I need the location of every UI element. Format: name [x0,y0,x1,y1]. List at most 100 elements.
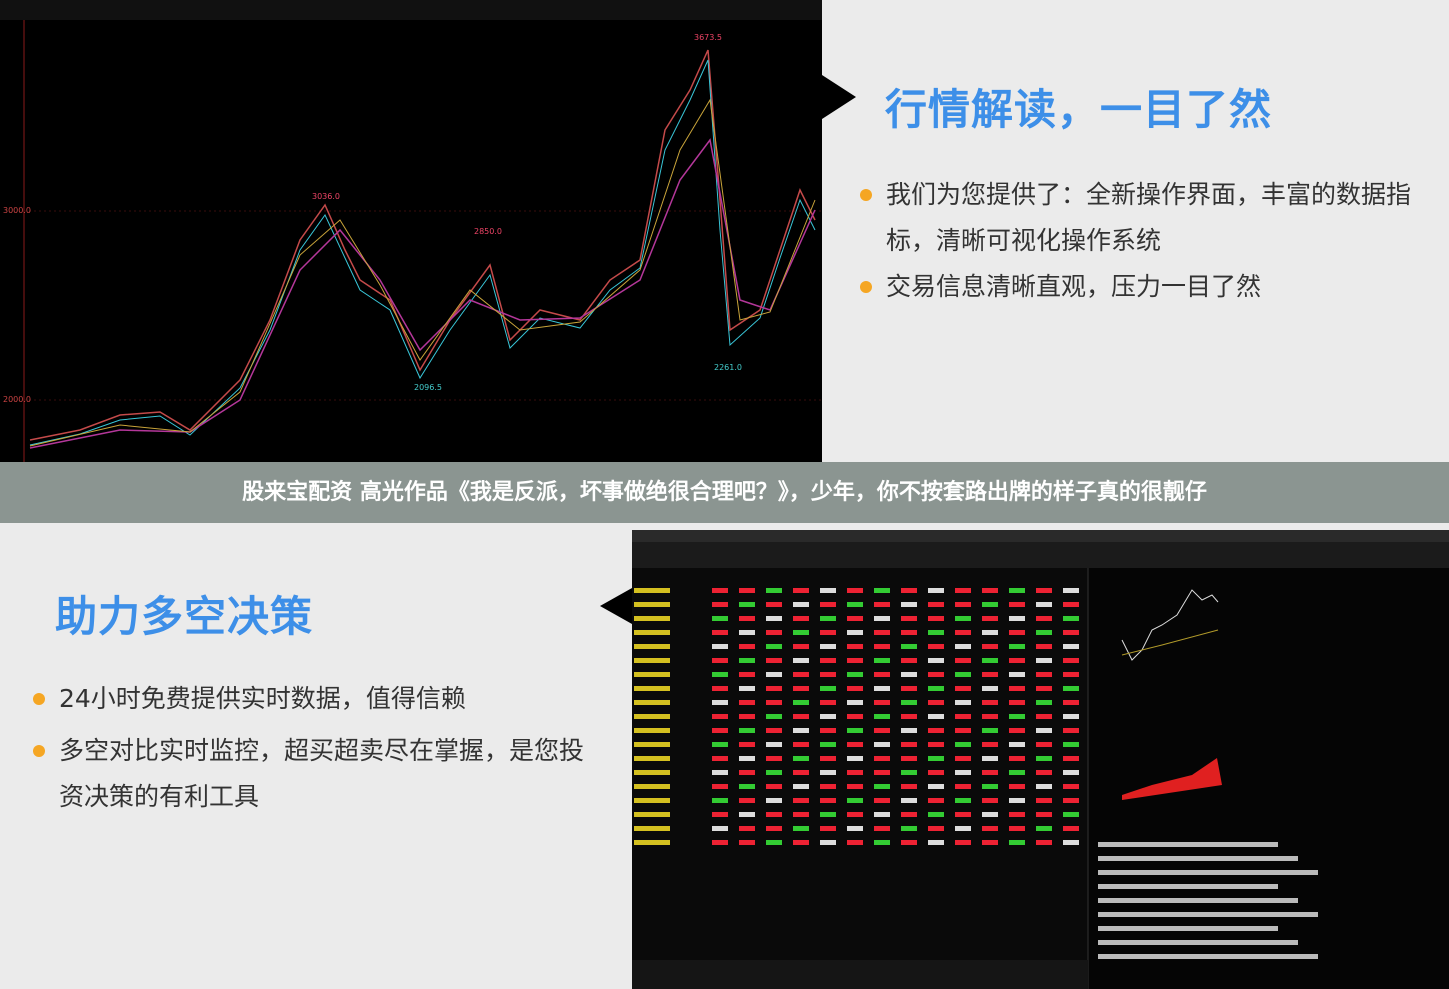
chart-toolbar [0,0,822,20]
row-cell [874,602,890,607]
row-cell [928,728,944,733]
row-cell [1063,756,1079,761]
row-label [634,784,670,789]
row-cell [766,602,782,607]
row-cell [820,658,836,663]
row-cell [1009,658,1025,663]
row-cell [712,826,728,831]
row-cell [874,798,890,803]
row-cell [847,770,863,775]
row-cell [955,742,971,747]
row-cell [901,728,917,733]
row-cell [1036,644,1052,649]
moving-average [29,98,816,447]
row-cell [820,588,836,593]
row-cell [901,672,917,677]
row-cell [793,756,809,761]
row-cell [793,588,809,593]
row-cell [847,700,863,705]
row-cell [928,644,944,649]
row-cell [793,784,809,789]
row-cell [766,588,782,593]
row-cell [982,658,998,663]
row-cell [955,658,971,663]
row-cell [901,812,917,817]
row-cell [901,644,917,649]
row-cell [874,658,890,663]
row-cell [766,756,782,761]
row-cell [928,798,944,803]
row-cell [1009,630,1025,635]
row-cell [1009,756,1025,761]
row-cell [1063,644,1079,649]
news-line [1098,884,1278,889]
row-cell [739,812,755,817]
row-cell [820,686,836,691]
row-cell [820,770,836,775]
row-cell [928,700,944,705]
row-cell [1063,616,1079,621]
row-cell [1063,798,1079,803]
row-cell [1063,812,1079,817]
row-cell [901,784,917,789]
row-cell [901,714,917,719]
row-cell [1036,686,1052,691]
row-cell [955,672,971,677]
row-cell [739,826,755,831]
row-cell [766,742,782,747]
row-cell [874,672,890,677]
row-cell [793,812,809,817]
row-cell [847,728,863,733]
news-line [1098,856,1298,861]
row-cell [820,672,836,677]
row-cell [982,700,998,705]
row-cell [955,602,971,607]
row-cell [1036,798,1052,803]
row-cell [1036,630,1052,635]
row-cell [874,784,890,789]
row-cell [820,714,836,719]
row-cell [901,602,917,607]
row-cell [712,602,728,607]
row-cell [955,616,971,621]
bullet: 24小时免费提供实时数据，值得信赖 [33,676,593,722]
row-cell [847,798,863,803]
row-cell [982,798,998,803]
row-cell [1063,700,1079,705]
row-cell [1009,742,1025,747]
row-cell [766,840,782,845]
row-cell [1009,728,1025,733]
row-cell [928,784,944,789]
price-line [29,49,816,441]
row-cell [901,588,917,593]
row-cell [847,812,863,817]
row-cell [766,728,782,733]
row-cell [820,742,836,747]
row-cell [874,616,890,621]
row-cell [1009,798,1025,803]
row-cell [739,756,755,761]
row-cell [766,672,782,677]
row-cell [1036,714,1052,719]
row-cell [739,658,755,663]
row-cell [928,714,944,719]
row-cell [793,770,809,775]
row-cell [793,826,809,831]
row-cell [1009,784,1025,789]
row-cell [847,756,863,761]
row-cell [928,826,944,831]
row-cell [1063,728,1079,733]
row-cell [712,686,728,691]
row-cell [1036,826,1052,831]
row-label [634,672,670,677]
row-label [634,770,670,775]
row-cell [712,742,728,747]
row-cell [793,742,809,747]
row-cell [1063,658,1079,663]
row-cell [928,742,944,747]
trading-screenshot [632,530,1449,989]
row-cell [1009,602,1025,607]
pointer [600,588,632,624]
row-cell [793,602,809,607]
